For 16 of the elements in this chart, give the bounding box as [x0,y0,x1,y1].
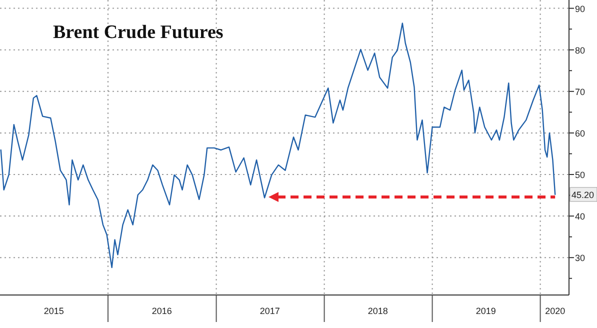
y-tick-label: 60 [575,128,586,138]
y-tick-label: 40 [575,212,586,222]
y-tick-label: 80 [575,45,586,56]
annotation: 45.20 [572,190,594,200]
x-tick-label: 2020 [545,306,566,316]
y-tick-label: 90 [575,4,586,14]
x-tick-label: 2018 [368,306,388,316]
x-tick-label: 2016 [152,306,172,316]
line-series [0,22,556,268]
y-tick-label: 30 [575,253,586,264]
x-tick-label: 2019 [476,306,496,316]
y-tick-label: 50 [575,170,586,180]
y-tick-label: 70 [575,86,586,97]
x-tick-label: 2015 [44,306,64,316]
x-tick-label: 2017 [260,306,280,316]
text: Brent Crude Futures [53,22,224,43]
